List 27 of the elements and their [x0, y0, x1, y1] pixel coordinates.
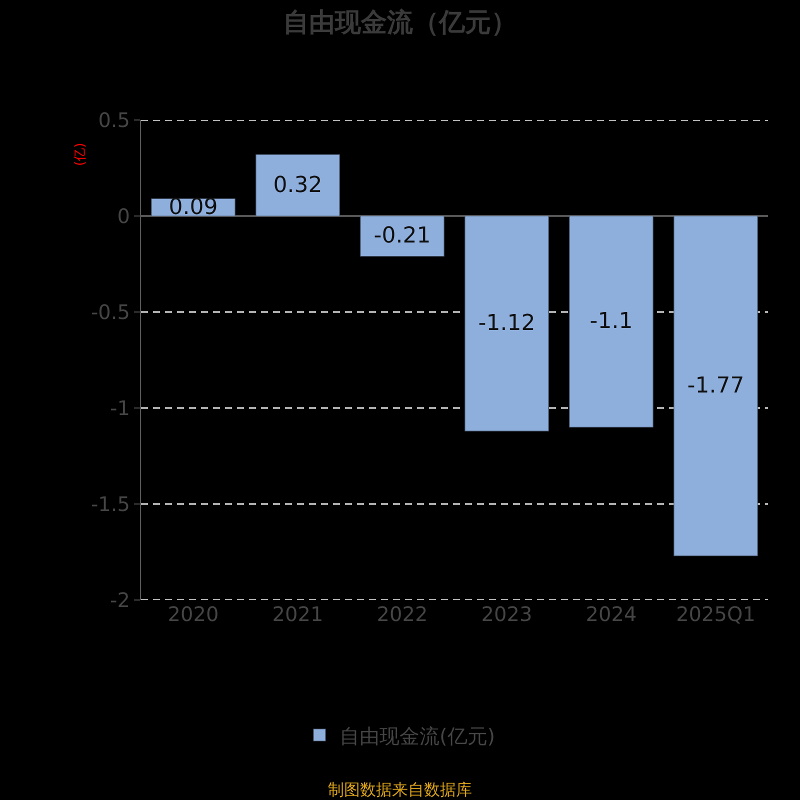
y-axis-title: (亿) [73, 142, 88, 166]
x-tick-label: 2023 [481, 602, 532, 626]
x-tick-label: 2020 [168, 602, 219, 626]
legend-label: 自由现金流(亿元) [340, 724, 496, 748]
bar [360, 216, 444, 257]
x-tick-label: 2022 [376, 602, 428, 626]
x-tick-label: 2024 [586, 602, 637, 626]
y-tick-label: -1 [110, 396, 130, 420]
data-label: -1.1 [590, 309, 633, 334]
x-tick-label: 2025Q1 [676, 602, 756, 626]
y-tick-label: 0 [117, 204, 130, 228]
chart-title: 自由现金流（亿元） [283, 8, 517, 38]
data-label: -1.77 [687, 373, 744, 398]
bar [256, 154, 340, 216]
text: 制图数据来自数据库 [328, 780, 472, 799]
data-label: 0.32 [273, 172, 322, 198]
y-tick-label: -1.5 [90, 492, 130, 516]
x-tick-label: 2021 [272, 602, 324, 626]
data-label: -0.21 [374, 224, 431, 249]
bar [464, 216, 549, 432]
data-label: 0.09 [168, 194, 218, 220]
y-tick-label: 0.5 [98, 108, 130, 132]
data-label: -1.12 [478, 311, 536, 336]
y-tick-label: -2 [110, 588, 130, 612]
y-tick-label: -0.5 [90, 300, 130, 324]
bar [674, 216, 758, 556]
bar [569, 216, 654, 428]
